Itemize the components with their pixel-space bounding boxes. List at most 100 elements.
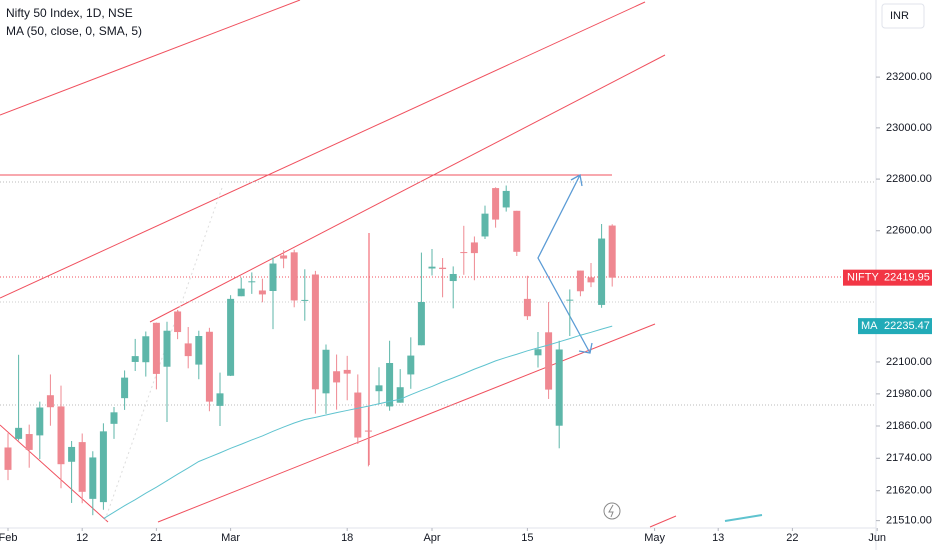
candle-body bbox=[216, 393, 224, 406]
candle-body bbox=[99, 431, 107, 503]
candle-body bbox=[301, 299, 309, 301]
candle-body bbox=[354, 392, 362, 438]
drawings bbox=[0, 0, 876, 528]
y-tick-label: 22800.00 bbox=[886, 173, 932, 185]
y-tick-label: 23000.00 bbox=[886, 122, 932, 134]
y-tick-label: 21740.00 bbox=[886, 452, 932, 464]
candle-body bbox=[4, 447, 12, 470]
candle-body bbox=[364, 430, 372, 432]
chart-title: Nifty 50 Index, 1D, NSE bbox=[6, 6, 133, 20]
x-tick-label: Mar bbox=[221, 532, 240, 544]
trend-line bbox=[0, 1, 646, 299]
candle-body bbox=[333, 371, 341, 383]
candle-body bbox=[121, 377, 129, 399]
candle-body bbox=[57, 406, 65, 465]
candle-body bbox=[290, 252, 298, 301]
candle-body bbox=[152, 322, 160, 374]
candle-body bbox=[25, 434, 33, 450]
candle-body bbox=[163, 330, 171, 367]
candle-body bbox=[502, 190, 510, 208]
y-tick-label: 23200.00 bbox=[886, 71, 932, 83]
candle-body bbox=[375, 385, 383, 392]
candle-body bbox=[396, 387, 404, 403]
candle-body bbox=[608, 225, 616, 278]
x-tick-label: 12 bbox=[76, 532, 88, 544]
candle-body bbox=[68, 446, 76, 462]
price-tag bbox=[858, 318, 932, 335]
last-price: 22419.95 bbox=[884, 272, 930, 284]
candle-body bbox=[587, 277, 595, 283]
candle-body bbox=[428, 266, 436, 269]
x-tick-label: 18 bbox=[341, 532, 353, 544]
candle-body bbox=[227, 298, 235, 376]
candle-body bbox=[258, 290, 266, 295]
candle-body bbox=[237, 288, 245, 297]
candle-body bbox=[460, 252, 468, 254]
x-tick-label: 15 bbox=[521, 532, 533, 544]
indicator-label: MA (50, close, 0, SMA, 5) bbox=[6, 24, 142, 38]
trend-line bbox=[649, 515, 677, 528]
arrow-head bbox=[578, 342, 593, 354]
candle-body bbox=[492, 188, 500, 220]
candle-body bbox=[46, 395, 54, 408]
ma-line bbox=[103, 325, 613, 520]
candle-body bbox=[555, 349, 563, 426]
candle-body bbox=[598, 238, 606, 305]
candle-body bbox=[131, 356, 139, 362]
trend-line bbox=[149, 54, 666, 323]
x-tick-label: Apr bbox=[423, 532, 440, 544]
x-tick-label: 13 bbox=[712, 532, 724, 544]
price-tag bbox=[843, 269, 932, 286]
y-tick-label: 22600.00 bbox=[886, 225, 932, 237]
candle-body bbox=[386, 363, 394, 407]
candle-body bbox=[280, 255, 288, 259]
candle-body bbox=[205, 331, 213, 402]
x-tick-label: 22 bbox=[786, 532, 798, 544]
candle-body bbox=[513, 210, 521, 252]
candle-body bbox=[439, 267, 447, 270]
x-tick-label: Feb bbox=[0, 532, 17, 544]
candle-body bbox=[322, 349, 330, 394]
candle-body bbox=[248, 281, 256, 283]
candle-body bbox=[195, 336, 203, 365]
trend-line bbox=[0, 0, 301, 116]
candle-body bbox=[449, 273, 457, 282]
currency-box[interactable] bbox=[881, 3, 925, 29]
candle-body bbox=[576, 270, 584, 292]
candle-body bbox=[184, 343, 192, 357]
candle-body bbox=[534, 349, 542, 356]
event-icon[interactable] bbox=[603, 502, 621, 520]
candle-body bbox=[36, 407, 44, 436]
y-tick-label: 21510.00 bbox=[886, 515, 932, 527]
x-tick-label: May bbox=[644, 532, 665, 544]
series-name: NIFTY bbox=[847, 272, 879, 284]
x-tick-label: Jun bbox=[868, 532, 886, 544]
candle-body bbox=[417, 302, 425, 346]
candle-body bbox=[174, 311, 182, 333]
candle-body bbox=[269, 263, 277, 291]
event-icon bbox=[608, 504, 614, 518]
candle-body bbox=[142, 336, 150, 363]
y-tick-label: 22100.00 bbox=[886, 356, 932, 368]
candle-body bbox=[343, 369, 351, 374]
candle-body bbox=[566, 299, 574, 301]
candle-body bbox=[470, 242, 478, 254]
candle-body bbox=[89, 457, 97, 499]
last-ma: 22235.47 bbox=[884, 320, 930, 332]
trend-line bbox=[0, 424, 109, 523]
y-tick-label: 21860.00 bbox=[886, 420, 932, 432]
currency: INR bbox=[890, 10, 909, 22]
trend-line bbox=[157, 323, 656, 523]
candle-body bbox=[481, 213, 489, 237]
candle-body bbox=[15, 427, 23, 439]
arrow bbox=[537, 174, 591, 354]
arrow-head bbox=[570, 173, 583, 187]
candle-body bbox=[110, 412, 118, 424]
candle-body bbox=[311, 274, 319, 390]
y-tick-label: 21980.00 bbox=[886, 388, 932, 400]
y-tick-label: 21620.00 bbox=[886, 485, 932, 497]
x-tick-label: 21 bbox=[150, 532, 162, 544]
trend-line bbox=[724, 514, 763, 522]
